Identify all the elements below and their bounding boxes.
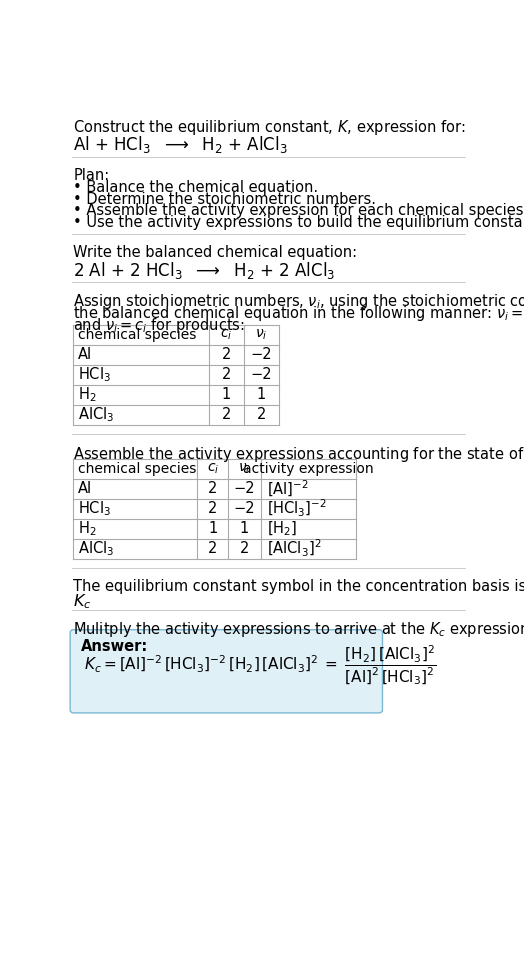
Text: 2: 2 <box>222 368 231 382</box>
Text: $c_i$: $c_i$ <box>220 328 233 342</box>
Text: [H$_2$]: [H$_2$] <box>267 520 297 538</box>
Text: Construct the equilibrium constant, $K$, expression for:: Construct the equilibrium constant, $K$,… <box>73 118 466 138</box>
Text: AlCl$_3$: AlCl$_3$ <box>78 406 114 424</box>
Text: $c_i$: $c_i$ <box>206 461 219 476</box>
Text: [Al]$^{-2}$: [Al]$^{-2}$ <box>267 478 309 499</box>
Text: • Determine the stoichiometric numbers.: • Determine the stoichiometric numbers. <box>73 192 376 206</box>
Text: 1: 1 <box>208 521 217 537</box>
Text: 1: 1 <box>240 521 249 537</box>
Text: and $\nu_i = c_i$ for products:: and $\nu_i = c_i$ for products: <box>73 315 245 334</box>
Text: Assemble the activity expressions accounting for the state of matter and $\nu_i$: Assemble the activity expressions accoun… <box>73 445 524 464</box>
Text: Write the balanced chemical equation:: Write the balanced chemical equation: <box>73 244 357 260</box>
Text: 2: 2 <box>240 541 249 557</box>
Text: HCl$_3$: HCl$_3$ <box>78 366 111 384</box>
Text: 2: 2 <box>208 541 217 557</box>
Text: activity expression: activity expression <box>243 462 374 476</box>
Text: Assign stoichiometric numbers, $\nu_i$, using the stoichiometric coefficients, $: Assign stoichiometric numbers, $\nu_i$, … <box>73 292 524 311</box>
Text: • Assemble the activity expression for each chemical species.: • Assemble the activity expression for e… <box>73 203 524 218</box>
Text: chemical species: chemical species <box>78 328 196 342</box>
Text: −2: −2 <box>234 501 255 517</box>
Text: [AlCl$_3$]$^2$: [AlCl$_3$]$^2$ <box>267 539 321 560</box>
Text: $K_c = \mathrm{[Al]^{-2}\,[HCl_3]^{-2}\,[H_2]\,[AlCl_3]^2\;}=\;\dfrac{\mathrm{[H: $K_c = \mathrm{[Al]^{-2}\,[HCl_3]^{-2}\,… <box>84 644 436 687</box>
Text: $\nu_i$: $\nu_i$ <box>238 461 250 476</box>
Text: [HCl$_3$]$^{-2}$: [HCl$_3$]$^{-2}$ <box>267 499 326 520</box>
Text: The equilibrium constant symbol in the concentration basis is:: The equilibrium constant symbol in the c… <box>73 579 524 594</box>
Text: H$_2$: H$_2$ <box>78 386 96 404</box>
Text: • Balance the chemical equation.: • Balance the chemical equation. <box>73 180 319 195</box>
Text: 2: 2 <box>208 501 217 517</box>
Text: Answer:: Answer: <box>81 639 148 654</box>
Text: 1: 1 <box>222 388 231 402</box>
FancyBboxPatch shape <box>70 629 383 712</box>
Text: 2 Al + 2 HCl$_3$  $\longrightarrow$  H$_2$ + 2 AlCl$_3$: 2 Al + 2 HCl$_3$ $\longrightarrow$ H$_2$… <box>73 260 335 281</box>
Text: Al + HCl$_3$  $\longrightarrow$  H$_2$ + AlCl$_3$: Al + HCl$_3$ $\longrightarrow$ H$_2$ + A… <box>73 134 288 155</box>
Text: $K_c$: $K_c$ <box>73 593 92 611</box>
Text: HCl$_3$: HCl$_3$ <box>78 499 111 519</box>
Text: 2: 2 <box>257 408 266 422</box>
Text: 2: 2 <box>222 408 231 422</box>
Text: chemical species: chemical species <box>78 462 196 476</box>
Text: −2: −2 <box>250 368 272 382</box>
Text: 2: 2 <box>222 348 231 362</box>
Text: the balanced chemical equation in the following manner: $\nu_i = -c_i$ for react: the balanced chemical equation in the fo… <box>73 304 524 323</box>
Text: Al: Al <box>78 481 92 497</box>
Text: Mulitply the activity expressions to arrive at the $K_c$ expression:: Mulitply the activity expressions to arr… <box>73 621 524 640</box>
Text: H$_2$: H$_2$ <box>78 520 96 539</box>
Text: −2: −2 <box>234 481 255 497</box>
Text: 1: 1 <box>257 388 266 402</box>
Text: AlCl$_3$: AlCl$_3$ <box>78 540 114 559</box>
Text: $\nu_i$: $\nu_i$ <box>255 328 267 342</box>
Text: Plan:: Plan: <box>73 168 110 182</box>
Text: −2: −2 <box>250 348 272 362</box>
Text: 2: 2 <box>208 481 217 497</box>
Text: • Use the activity expressions to build the equilibrium constant expression.: • Use the activity expressions to build … <box>73 215 524 230</box>
Text: Al: Al <box>78 348 92 362</box>
